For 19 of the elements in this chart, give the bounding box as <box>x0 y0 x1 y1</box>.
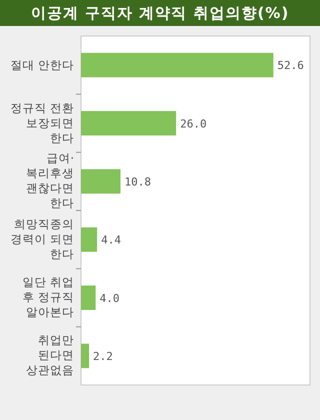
bar <box>81 344 90 368</box>
data-label: 10.8 <box>124 175 151 188</box>
y-tick-label: 정규직 전환 보장되면 한다 <box>9 100 74 146</box>
y-tick-label: 급여·복리후생 괜찮다면 한다 <box>25 151 74 212</box>
bar <box>81 169 120 194</box>
y-tick-label: 일단 취업 후 정규직 알아본다 <box>21 275 74 320</box>
y-tick-label: 희망직종의 경력이 되면 한다 <box>9 217 74 262</box>
y-tick-label: 절대 안한다 <box>9 58 74 73</box>
data-label: 4.0 <box>100 292 120 305</box>
data-label: 2.2 <box>93 350 113 363</box>
bar <box>81 227 98 252</box>
data-label: 4.4 <box>101 234 122 247</box>
y-tick-label: 취업만 된다면 상관없음 <box>25 333 74 378</box>
data-label: 26.0 <box>180 117 207 130</box>
title: 이공계 구직자 계약직 취업의향(%) <box>0 0 320 26</box>
bar <box>81 111 176 136</box>
bar <box>81 52 274 78</box>
bar <box>81 286 96 310</box>
data-label: 52.6 <box>277 59 304 72</box>
